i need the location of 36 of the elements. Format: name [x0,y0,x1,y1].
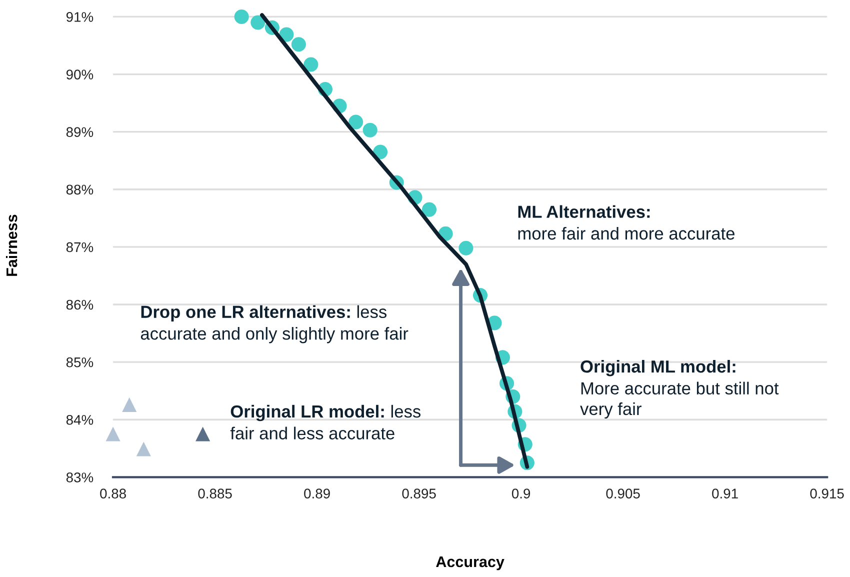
y-tick-label: 90% [66,70,94,80]
x-tick-label: 0.915 [810,488,844,498]
x-tick-label: 0.885 [198,488,232,498]
x-tick-label: 0.88 [100,488,126,498]
annotation: Original LR model: less fair and less accurate [230,404,420,440]
y-tick-label: 91% [66,12,94,22]
point [250,15,266,30]
point [304,57,318,72]
point [136,442,151,456]
point [279,27,294,42]
x-tick-label: 0.91 [712,488,738,498]
x-tick-label: 0.895 [402,488,436,498]
y-tick-label: 89% [66,127,94,138]
x-tick-label: 0.9 [512,488,530,498]
point [122,397,137,412]
y-tick-label: 85% [66,357,94,368]
x-tick-label: 0.905 [606,488,640,498]
y-tick-label: 83% [66,472,94,482]
point [348,114,364,130]
y-tick-label: 87% [66,242,94,252]
point [291,37,306,52]
annotation: ML Alternatives: more fair and more accurate [518,205,734,240]
point [196,426,210,442]
point [234,9,249,24]
point [106,426,120,442]
annotation: Original ML model: More accurate but still not very fair [580,360,779,419]
point [362,122,378,138]
x-tick-label: 0.89 [304,488,330,498]
y-tick-label: 84% [66,414,94,425]
point [422,202,437,217]
x-axis-title: Accuracy [436,556,504,570]
y-tick-label: 88% [66,184,94,195]
y-tick-label: 86% [66,300,94,310]
annotation: Drop one LR alternatives: less accurate and only slightly more fair [140,305,408,344]
y-axis-title: Fairness [6,214,18,276]
point [458,240,474,256]
